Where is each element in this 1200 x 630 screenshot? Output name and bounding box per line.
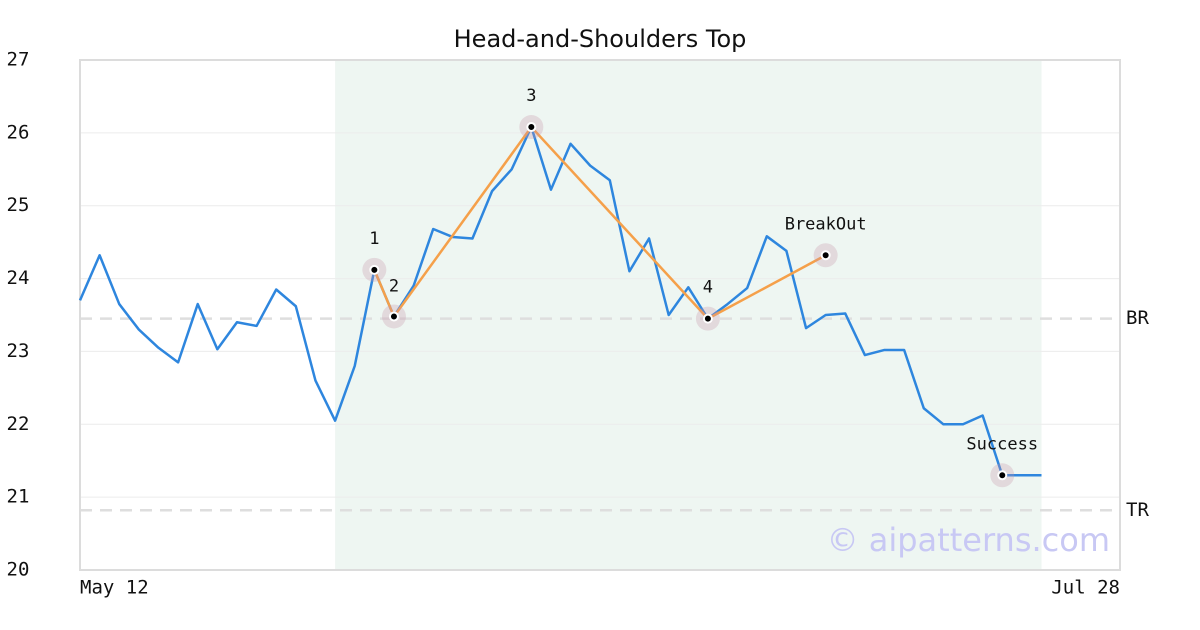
pattern-label: 3 — [526, 86, 536, 106]
y-tick-label: 22 — [7, 413, 30, 435]
price-line — [78, 125, 1042, 477]
level-label: BR — [1126, 307, 1149, 329]
pattern-label: BreakOut — [785, 214, 867, 234]
x-tick-label: Jul 28 — [1051, 577, 1120, 599]
pattern-point — [369, 264, 380, 275]
pattern-point — [997, 470, 1008, 481]
pattern-label: 2 — [389, 276, 399, 296]
pattern-point — [526, 122, 537, 133]
y-tick-label: 27 — [7, 49, 30, 71]
pattern-label: 1 — [369, 229, 379, 249]
y-tick-label: 23 — [7, 340, 30, 362]
level-label: TR — [1126, 499, 1149, 521]
pattern-point — [388, 311, 399, 322]
plot-frame — [79, 59, 1121, 571]
y-tick-label: 21 — [7, 486, 30, 508]
pattern-label: 4 — [703, 278, 713, 298]
y-tick-label: 25 — [7, 194, 30, 216]
y-tick-label: 20 — [7, 559, 30, 581]
pattern-point — [820, 250, 831, 261]
y-tick-label: 26 — [7, 121, 30, 143]
pattern-region — [335, 60, 1042, 570]
chart-title: Head-and-Shoulders Top — [454, 25, 747, 53]
pattern-point — [702, 313, 713, 324]
pattern-label: Success — [966, 434, 1038, 454]
watermark: © aipatterns.com — [827, 521, 1110, 559]
x-tick-label: May 12 — [80, 577, 149, 599]
y-tick-label: 24 — [7, 267, 30, 289]
